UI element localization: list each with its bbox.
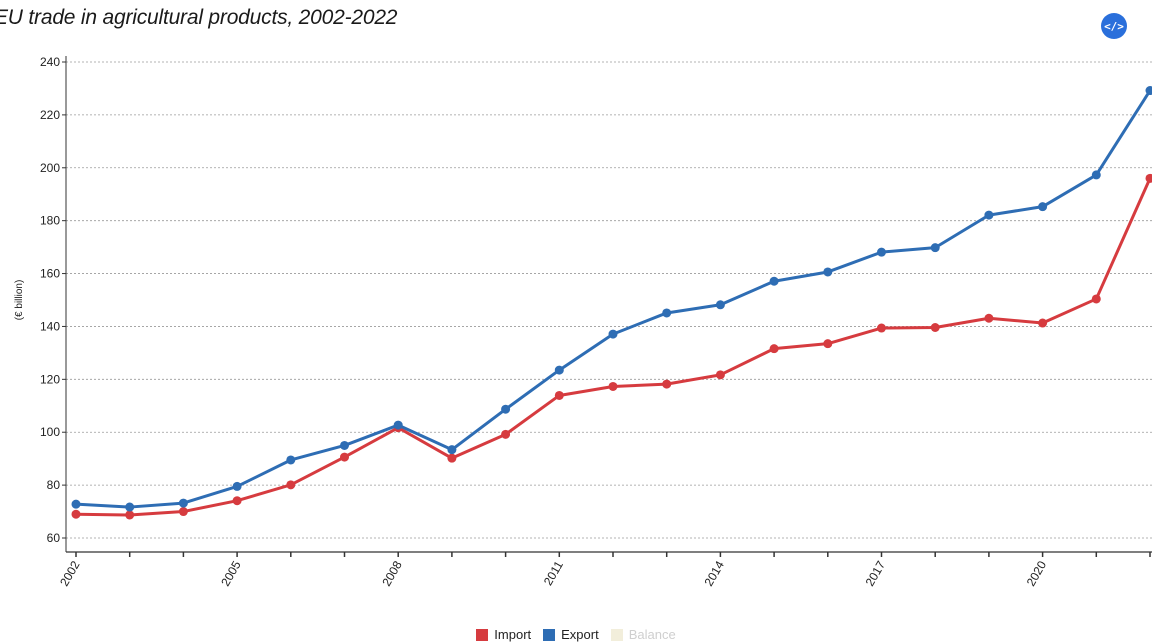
x-tick-label: 2005 [218,558,244,588]
y-tick-label: 220 [40,108,60,122]
x-tick-label: 2008 [379,558,405,588]
export-point [554,365,564,375]
legend-label: Balance [628,627,676,642]
y-tick-label: 180 [40,214,60,228]
import-point [608,381,618,391]
export-point [769,276,779,286]
export-point [232,481,242,491]
chart-legend: Import Export Balance [0,627,1152,642]
import-point [501,429,511,439]
y-axis-label: (€ billion) [14,280,25,321]
y-tick-label: 80 [47,478,61,492]
import-point [125,510,135,520]
import-point [178,507,188,517]
import-point [232,496,242,506]
export-point [823,267,833,277]
export-point [125,502,135,512]
legend-swatch [476,628,489,641]
export-line [75,89,1152,509]
x-tick-label: 2002 [57,558,83,588]
export-point [501,404,511,414]
export-point [877,247,886,257]
import-point [71,509,81,519]
export-point [340,440,349,450]
import-point [286,480,296,490]
import-point [715,370,725,380]
x-tick-label: 2011 [541,558,566,588]
export-point [1038,202,1048,212]
legend-swatch [543,628,556,641]
export-point [662,308,672,318]
y-tick-label: 120 [40,372,60,386]
import-point [1145,173,1152,183]
y-tick-label: 160 [40,267,60,281]
import-point [662,379,672,389]
x-tick-label: 2014 [702,558,728,588]
y-tick-label: 140 [40,319,60,333]
import-point [769,344,779,354]
export-point [984,210,994,220]
y-tick-label: 200 [40,161,60,175]
import-point [554,390,564,400]
export-point [178,498,188,508]
export-point [286,455,296,465]
chart-title: EU trade in agricultural products, 2002-… [0,6,398,29]
import-point [984,313,994,323]
import-point [1091,294,1101,304]
import-point [447,453,457,463]
legend-swatch [610,628,623,641]
import-point [823,339,833,349]
embed-code-button[interactable]: </> [1101,13,1127,39]
import-point [930,323,940,333]
export-point [608,329,618,339]
export-point [930,243,940,253]
import-point [877,323,886,333]
legend-item-import[interactable]: Import [476,627,531,642]
import-line [75,177,1152,517]
line-chart: 60 80 100 120 140 160 180 200 220 240 (€ billion) 2… [14,55,1152,589]
y-tick-label: 240 [40,55,60,69]
import-point [1038,318,1048,328]
legend-label: Export [561,627,599,642]
export-point [1145,86,1152,96]
export-point [1091,170,1101,180]
export-point [71,499,81,509]
legend-item-balance[interactable]: Balance [610,627,676,642]
y-tick-label: 100 [40,425,60,439]
x-tick-label: 2020 [1024,558,1050,588]
x-tick-label: 2017 [863,558,889,588]
legend-label: Import [494,627,532,642]
import-point [340,452,349,462]
export-point [447,445,457,455]
export-point [393,420,403,430]
export-point [715,300,725,310]
code-icon: </> [1104,19,1124,33]
legend-item-export[interactable]: Export [543,627,599,642]
y-tick-label: 60 [47,531,61,545]
